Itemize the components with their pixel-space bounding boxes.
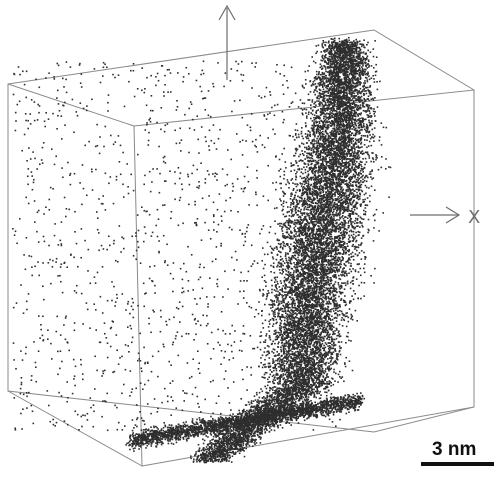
axis-z-arrowhead [218, 4, 236, 21]
axis-x-arrowhead [445, 206, 461, 224]
scale-bar-label: 3 nm [432, 439, 476, 460]
axis-x: X [410, 206, 480, 228]
scale-bar: 3 nm [421, 439, 494, 466]
box-edge-bottom-left [7, 390, 143, 467]
bounding-box [7, 29, 475, 467]
box-back-face [7, 29, 475, 433]
axis-x-label: X [468, 207, 480, 228]
atom-point-cloud [12, 36, 392, 464]
scale-bar-line [421, 462, 494, 466]
axis-z [218, 4, 236, 80]
box-edge-top-left [7, 83, 135, 127]
